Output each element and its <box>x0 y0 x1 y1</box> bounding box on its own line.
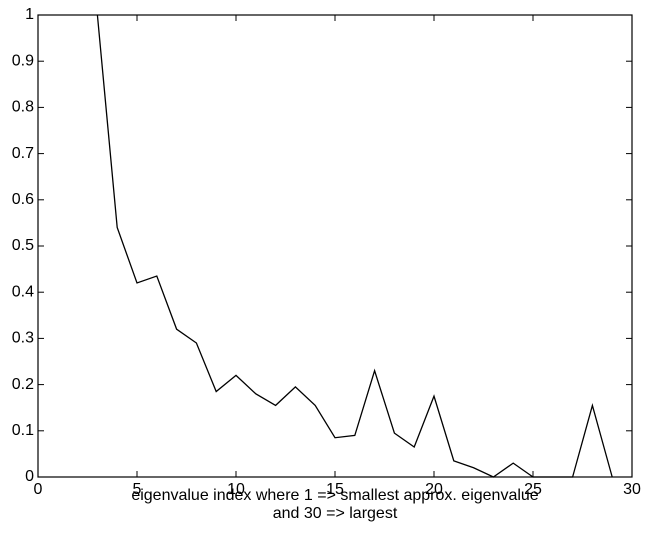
x-axis-label: eigenvalue index where 1 => smallest app… <box>131 487 538 504</box>
y-tick-label: 0.2 <box>12 376 34 393</box>
data-line <box>96 14 613 478</box>
y-tick-label: 0.4 <box>12 283 34 300</box>
x-tick-label: 25 <box>524 481 542 498</box>
y-tick-label: 0.8 <box>12 99 34 116</box>
plot-frame <box>37 14 633 478</box>
x-tick-label: 30 <box>623 481 641 498</box>
x-tick-label: 0 <box>34 481 43 498</box>
x-tick-label: 5 <box>133 481 142 498</box>
y-tick-label: 1 <box>25 6 34 23</box>
x-tick-label: 10 <box>227 481 245 498</box>
y-tick-label: 0.1 <box>12 422 34 439</box>
y-tick-label: 0.6 <box>12 191 34 208</box>
y-tick-label: 0.3 <box>12 330 34 347</box>
x-tick-label: 20 <box>425 481 443 498</box>
x-axis-label: and 30 => largest <box>273 505 398 522</box>
y-tick-label: 0.7 <box>12 145 34 162</box>
x-tick-label: 15 <box>326 481 344 498</box>
y-tick-label: 0 <box>25 468 34 485</box>
y-tick-label: 0.9 <box>12 52 34 69</box>
y-tick-label: 0.5 <box>12 237 34 254</box>
